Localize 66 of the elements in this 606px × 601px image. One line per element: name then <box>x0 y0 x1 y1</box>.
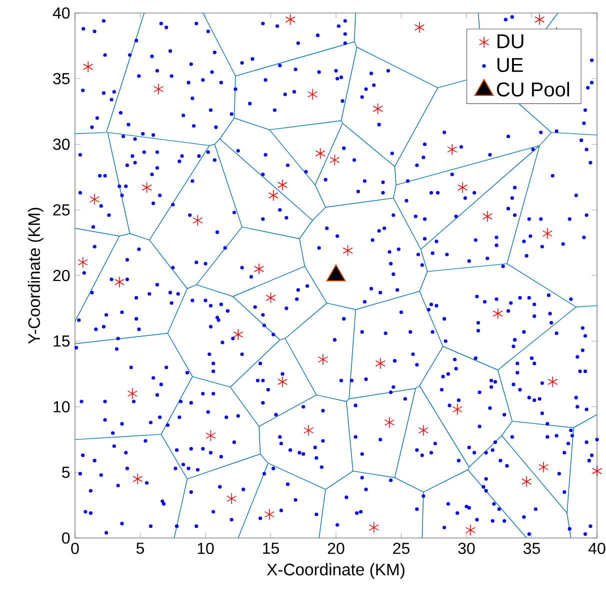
point <box>307 88 318 100</box>
x-tick-label: 35 <box>523 542 540 554</box>
legend-label: UE <box>497 58 523 72</box>
y-tick-label: 35 <box>53 72 70 84</box>
point <box>522 476 532 488</box>
point <box>83 61 94 73</box>
point <box>78 256 88 268</box>
point <box>418 424 428 436</box>
x-tick-label: 25 <box>393 542 410 554</box>
point <box>127 388 138 400</box>
point <box>226 492 237 504</box>
point <box>318 354 328 366</box>
point <box>342 244 353 256</box>
point <box>538 461 549 473</box>
x-tick-label: 30 <box>458 542 475 554</box>
point <box>492 308 503 320</box>
y-tick-label: 25 <box>53 204 70 216</box>
y-tick-label: 5 <box>62 466 70 478</box>
point <box>414 22 425 34</box>
y-tick-label: 30 <box>53 138 70 150</box>
point <box>368 522 379 534</box>
legend-label: DU <box>498 34 524 48</box>
point <box>458 182 468 194</box>
point <box>142 182 152 194</box>
y-tick-label: 0 <box>62 532 70 544</box>
x-tick-label: 15 <box>263 542 279 554</box>
point <box>542 228 552 240</box>
y-tick-label: 15 <box>54 336 70 347</box>
point <box>206 430 216 442</box>
point <box>264 508 274 520</box>
point <box>154 83 164 95</box>
point <box>315 148 326 160</box>
point <box>482 210 492 222</box>
x-tick-label: 20 <box>328 542 344 554</box>
y-tick-label: 20 <box>53 270 70 282</box>
point <box>277 376 288 388</box>
point <box>192 214 203 226</box>
point <box>592 465 602 477</box>
x-tick-label: 5 <box>136 542 144 554</box>
point <box>266 292 276 304</box>
x-axis-title: X-Coordinate (KM) <box>266 563 404 579</box>
point <box>372 103 383 115</box>
point <box>330 154 340 166</box>
point <box>268 190 278 202</box>
point <box>285 14 296 26</box>
y-axis-title: Y-Coordinate (KM) <box>28 208 44 344</box>
point <box>233 328 244 340</box>
y-tick-label: 40 <box>52 7 70 19</box>
point <box>447 144 458 156</box>
point <box>90 194 100 206</box>
point <box>132 473 143 485</box>
x-tick-label: 40 <box>588 542 606 554</box>
x-tick-label: 0 <box>71 542 79 554</box>
point <box>534 14 545 26</box>
point <box>465 524 476 536</box>
point <box>254 263 264 275</box>
point <box>384 416 395 428</box>
point <box>452 404 462 416</box>
point <box>375 358 386 370</box>
legend-label: CU Pool <box>496 82 570 97</box>
point <box>548 376 558 388</box>
x-tick-label: 10 <box>198 542 214 554</box>
y-tick-label: 10 <box>54 401 70 412</box>
point <box>114 276 124 288</box>
point <box>277 179 288 191</box>
point <box>304 424 314 436</box>
